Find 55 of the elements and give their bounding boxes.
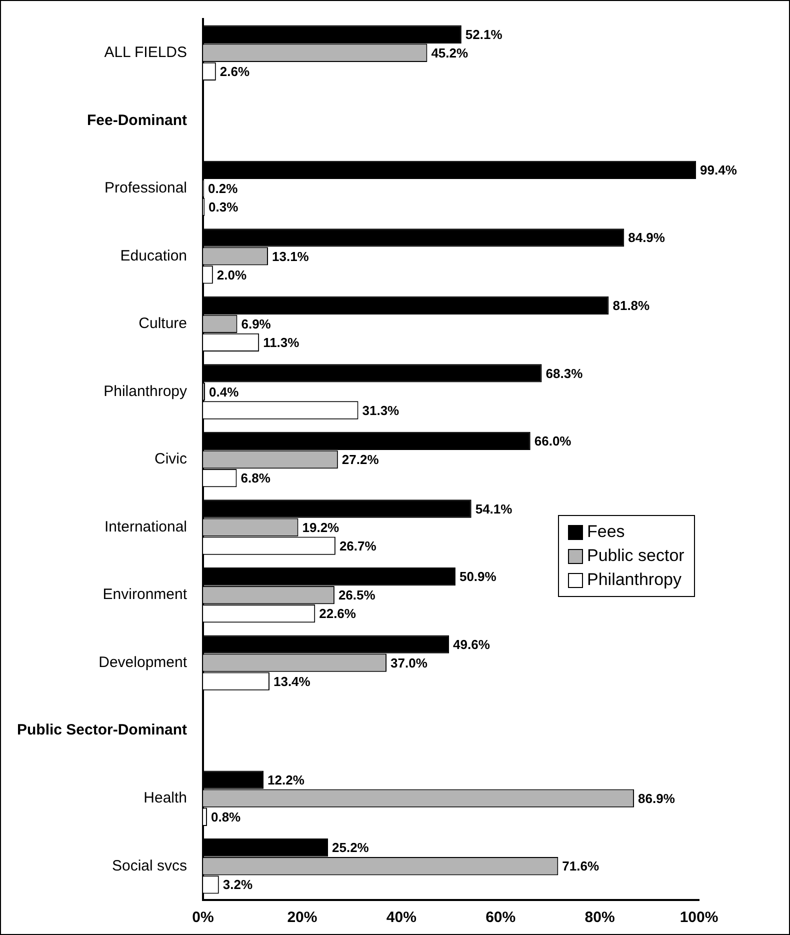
data-label: 19.2% (302, 520, 340, 535)
data-label: 99.4% (700, 162, 738, 178)
data-label: 31.3% (362, 402, 400, 418)
legend-label: Fees (587, 521, 625, 544)
data-label: 52.1% (465, 26, 503, 42)
data-label: 13.1% (272, 248, 310, 264)
data-label: 26.5% (338, 588, 376, 603)
data-label: 0.3% (208, 200, 239, 215)
text: Philanthropy (587, 569, 682, 592)
y-tick-label: Civic (154, 450, 188, 468)
y-tick-label: Professional (104, 180, 188, 197)
y-tick-label: Culture (138, 315, 188, 332)
data-label: 81.8% (612, 298, 650, 314)
data-label: 11.3% (263, 335, 300, 350)
data-label: 50.9% (459, 569, 497, 584)
y-tick-label: Fee-Dominant (87, 112, 188, 129)
data-label: 54.1% (475, 501, 513, 516)
data-label: 22.6% (319, 606, 356, 622)
y-tick-label: Health (144, 789, 188, 806)
x-tick-label: 100% (680, 909, 718, 926)
data-label: 6.8% (240, 470, 271, 486)
legend-label: Public sector (587, 545, 684, 568)
data-label: 2.6% (220, 64, 250, 79)
data-label: 0.4% (209, 384, 240, 400)
data-label: 45.2% (431, 45, 469, 60)
data-label: 49.6% (453, 636, 490, 652)
data-label: 25.2% (332, 840, 370, 856)
data-label: 26.7% (339, 538, 377, 554)
data-label: 2.0% (216, 267, 248, 282)
data-label: 6.9% (241, 316, 272, 332)
data-label: 84.9% (628, 230, 666, 246)
x-tick-label: 20% (287, 909, 318, 926)
data-label: 71.6% (562, 858, 600, 874)
data-label: 13.4% (273, 674, 311, 689)
data-label: 86.9% (638, 790, 676, 806)
y-tick-label: Social svcs (112, 857, 188, 874)
y-tick-label: Education (120, 247, 188, 264)
x-tick-label: 40% (386, 909, 416, 926)
y-tick-label: Development (98, 654, 188, 671)
y-tick-label: Environment (102, 586, 188, 604)
data-label: 0.2% (208, 181, 238, 196)
data-label: 68.3% (546, 366, 584, 381)
data-label: 66.0% (534, 434, 572, 449)
y-tick-label: ALL FIELDS (104, 44, 188, 62)
y-tick-label: International (104, 518, 188, 536)
data-label: 3.2% (222, 877, 253, 892)
y-tick-label: Philanthropy (104, 382, 188, 400)
y-tick-label: Public Sector-Dominant (16, 722, 188, 739)
data-label: 0.8% (210, 809, 242, 824)
data-label: 12.2% (268, 772, 305, 788)
x-tick-label: 80% (584, 909, 615, 926)
data-label: 37.0% (390, 655, 428, 670)
data-label: 27.2% (342, 452, 380, 468)
x-tick-label: 60% (486, 909, 516, 926)
x-tick-label: 0% (192, 909, 214, 926)
